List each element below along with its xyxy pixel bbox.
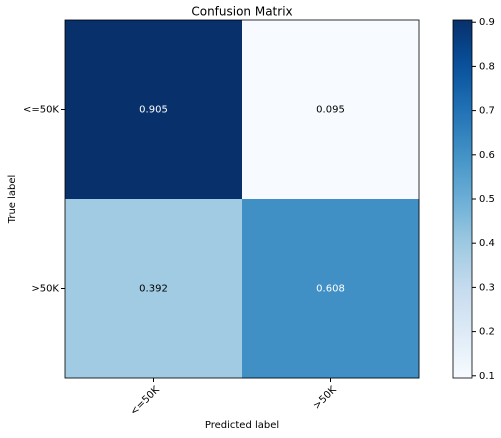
y-tick-label: <=50K — [23, 105, 59, 116]
y-tick-label: >50K — [31, 284, 59, 295]
cell-label: 0.608 — [316, 284, 345, 295]
colorbar-tick-label: 0.1 — [479, 371, 495, 382]
cell-label: 0.905 — [139, 105, 168, 116]
colorbar — [452, 19, 473, 379]
x-tick-label: >50K — [311, 384, 339, 412]
cell — [65, 20, 243, 200]
chart-title: Confusion Matrix — [191, 5, 292, 19]
colorbar-tick-label: 0.7 — [479, 106, 495, 117]
colorbar-tick-label: 0.6 — [479, 150, 495, 161]
x-tick-label: <=50K — [128, 384, 162, 418]
plot-frame — [64, 19, 420, 379]
cell-label: 0.095 — [316, 105, 345, 116]
colorbar-tick-label: 0.4 — [479, 238, 495, 249]
colorbar-tick-label: 0.2 — [479, 327, 495, 338]
colorbar-tick-label: 0.9 — [479, 17, 495, 28]
cell-label: 0.392 — [139, 284, 168, 295]
colorbar-tick-label: 0.5 — [479, 194, 495, 205]
x-axis-label: Predicted label — [205, 420, 279, 431]
colorbar-tick-label: 0.3 — [479, 282, 495, 293]
y-axis-label: True label — [7, 175, 18, 225]
colorbar-tick-label: 0.8 — [479, 61, 495, 72]
cell — [65, 199, 243, 379]
cell — [242, 20, 420, 200]
cell — [242, 199, 420, 379]
